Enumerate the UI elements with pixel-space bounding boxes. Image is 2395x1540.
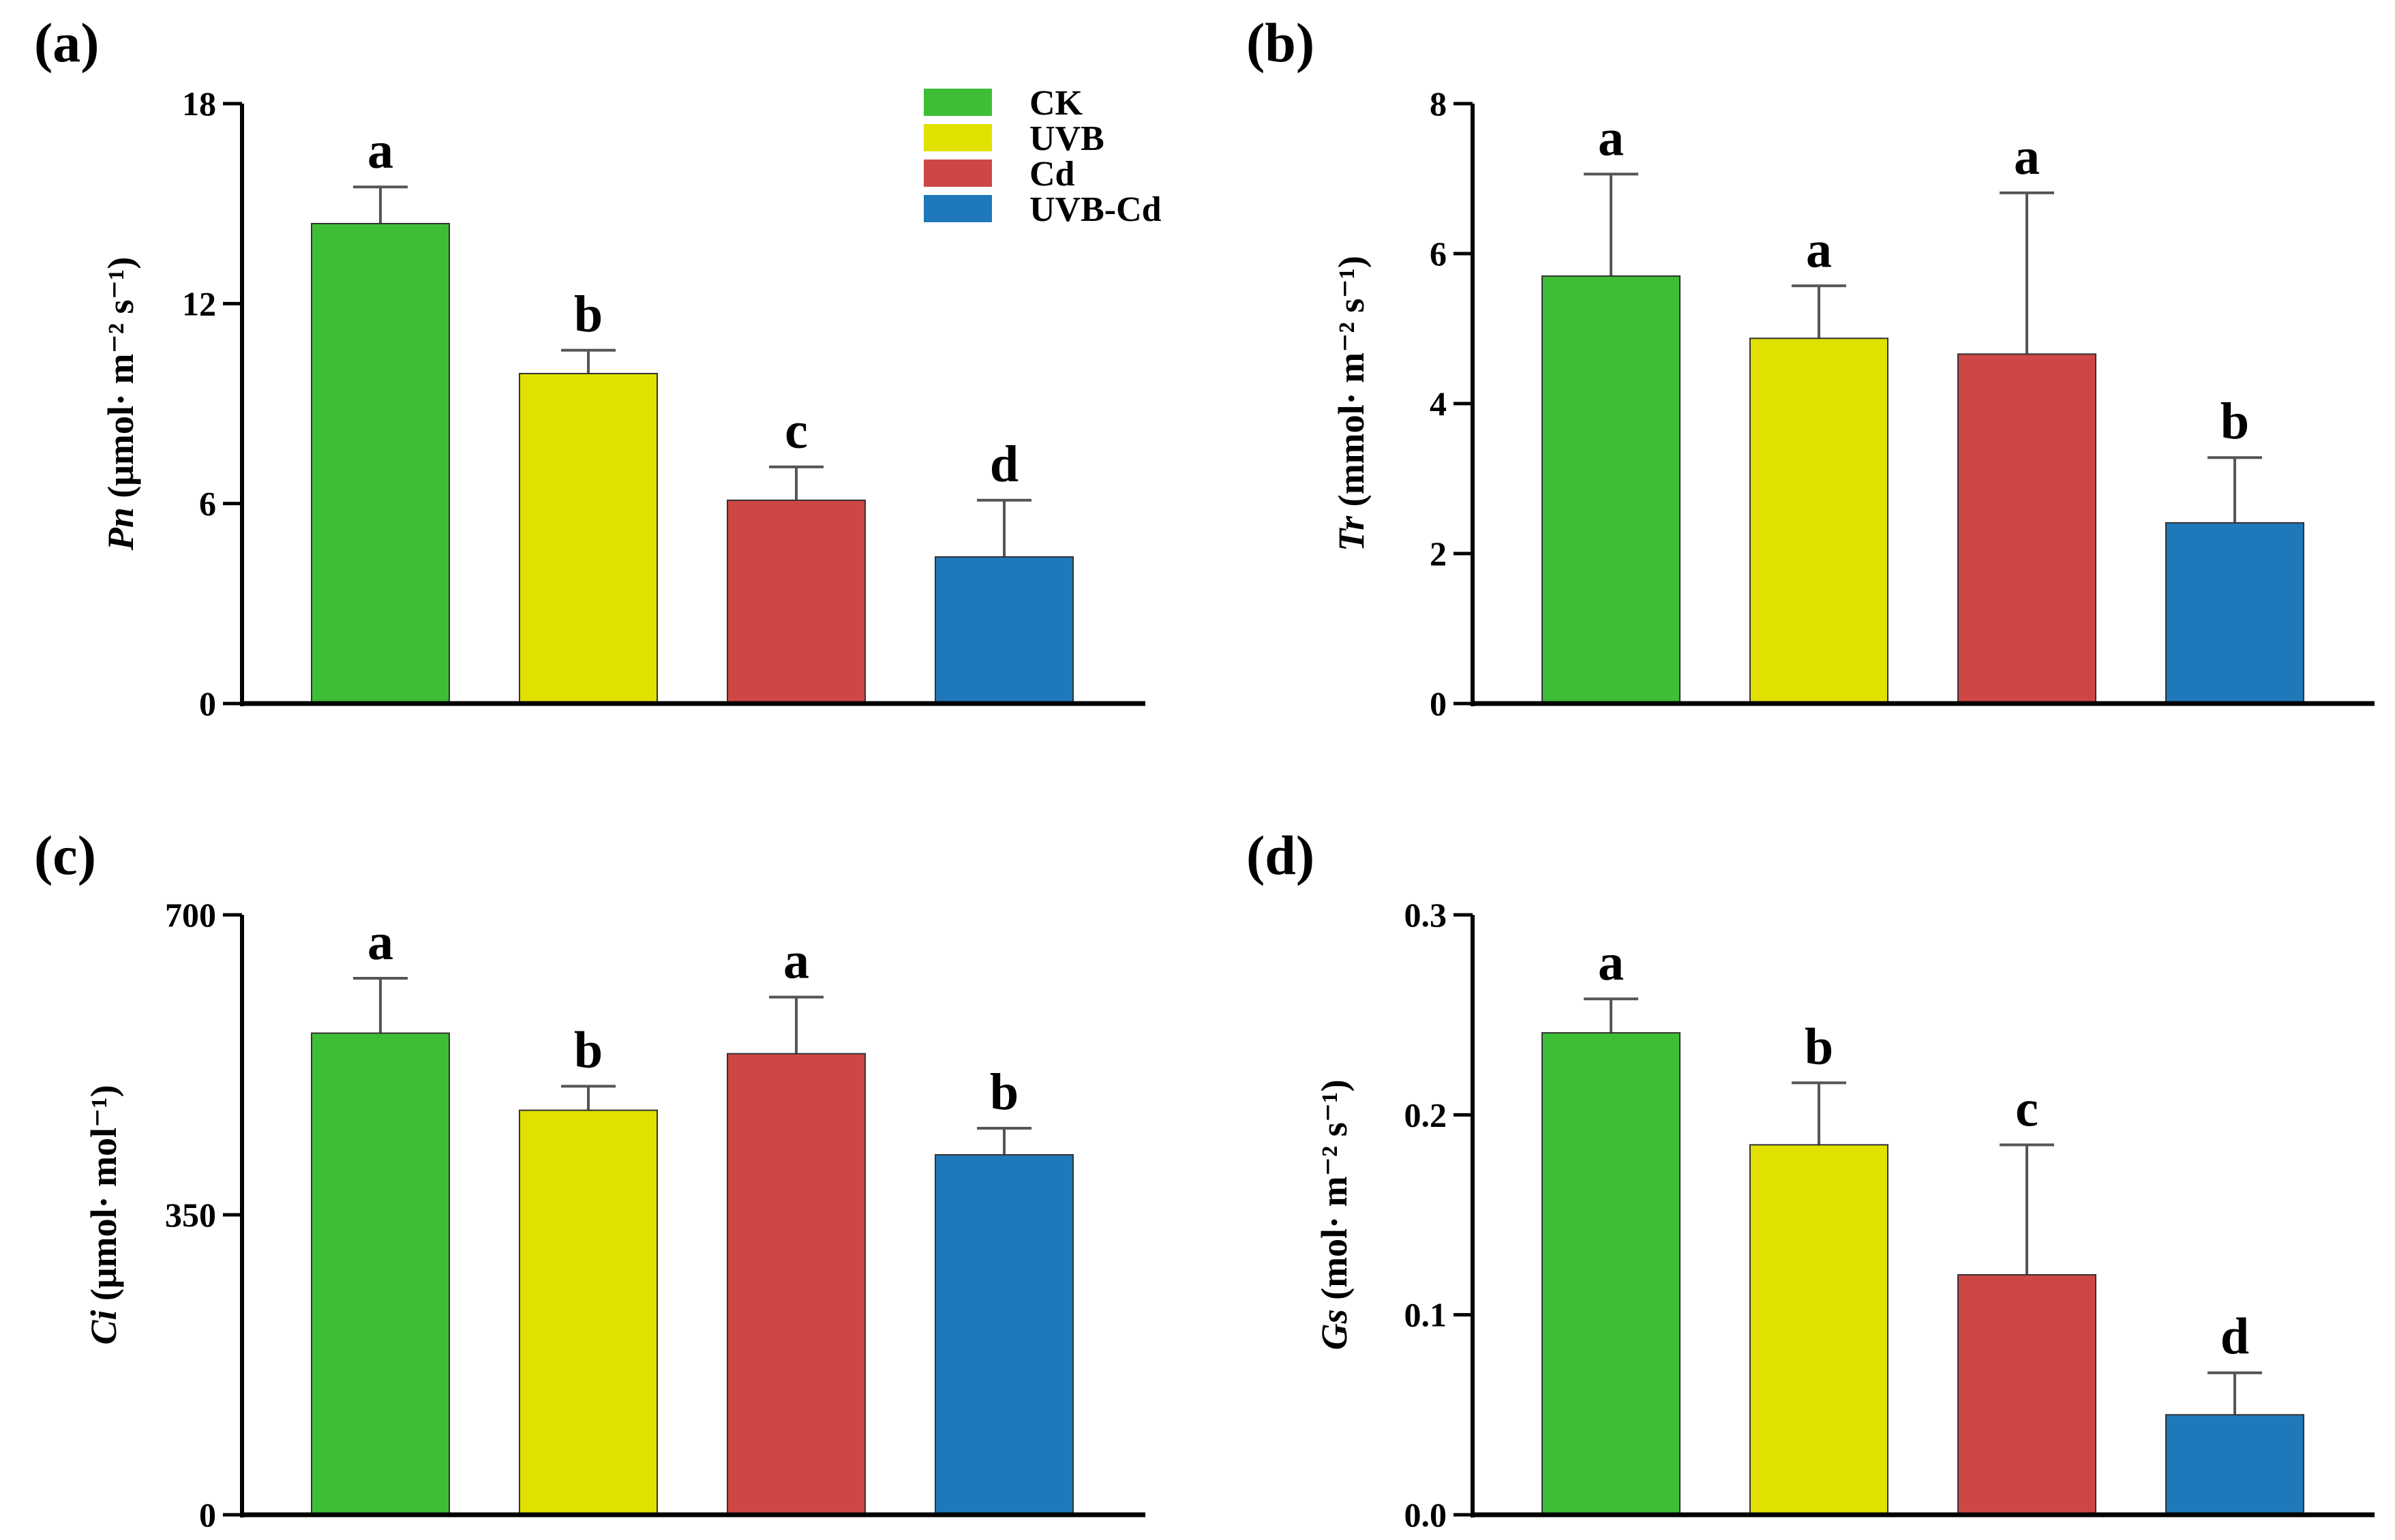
significance-label: d (2220, 1308, 2249, 1365)
bar-uvb (519, 1109, 658, 1515)
significance-label: b (2220, 393, 2249, 450)
bar-uvb (519, 373, 658, 704)
chart-panel-1: (a) a b c d 0 6 12 18 Pn (μmol· m⁻² s⁻¹) (34, 12, 1145, 723)
significance-label: b (574, 286, 603, 343)
y-axis-variable: Pn (100, 507, 141, 551)
bar-ck (1541, 275, 1681, 704)
chart-panel-3: (c) a b a b 0 350 700 Ci (μmol· mol⁻¹) (34, 824, 1145, 1534)
y-tick-label: 4 (1430, 384, 1447, 423)
bar-cd (727, 499, 866, 704)
y-axis-variable: Gs (1314, 1309, 1355, 1350)
bar-uvb-cd (2165, 522, 2304, 705)
significance-label: a (367, 914, 393, 971)
y-tick-label: 0.1 (1404, 1296, 1447, 1334)
y-axis-variable: Tr (1331, 515, 1372, 552)
legend-label-ck: CK (1029, 84, 1083, 123)
y-tick-label: 0 (199, 1496, 216, 1534)
y-tick-label: 700 (165, 896, 216, 934)
significance-label: c (785, 402, 808, 459)
y-tick-label: 6 (199, 485, 216, 523)
significance-label: c (2015, 1080, 2038, 1137)
y-axis-unit: (mol· m⁻² s⁻¹) (1314, 1080, 1355, 1310)
significance-label: a (1598, 934, 1624, 991)
chart-panel-2: (b) a a a b 0 2 4 6 8 Tr (mmol· m⁻² s⁻¹) (1246, 12, 2375, 723)
y-tick-label: 0 (1430, 684, 1447, 723)
y-axis-variable: Ci (83, 1310, 124, 1345)
significance-label: b (1805, 1018, 1833, 1075)
significance-label: a (367, 122, 393, 179)
bar-cd (727, 1053, 866, 1515)
legend-label-uvb: UVB (1029, 119, 1104, 158)
y-axis-unit: (μmol· mol⁻¹) (83, 1085, 124, 1310)
panels: (a) a b c d 0 6 12 18 Pn (μmol· m⁻² s⁻¹) (b) a a a b 0 2… (34, 12, 2375, 1534)
significance-label: d (990, 436, 1019, 493)
y-tick-label: 2 (1430, 534, 1447, 573)
panel-label: (d) (1246, 824, 1314, 886)
significance-label: a (783, 933, 809, 990)
bar-ck (311, 1032, 450, 1515)
bar-cd (1957, 353, 2096, 704)
y-tick-label: 18 (182, 85, 216, 123)
y-tick-label: 0.3 (1404, 896, 1447, 934)
y-tick-label: 0.2 (1404, 1096, 1447, 1134)
y-axis-title: Ci (μmol· mol⁻¹) (83, 1085, 124, 1344)
significance-label: a (2014, 128, 2040, 185)
legend-label-uvb-cd: UVB-Cd (1029, 190, 1162, 229)
bar-uvb-cd (935, 1154, 1074, 1515)
bar-cd (1957, 1274, 2096, 1515)
legend-swatch-cd (924, 160, 992, 187)
panel-label: (c) (34, 824, 96, 886)
bar-ck (1541, 1032, 1681, 1515)
significance-label: a (1806, 221, 1832, 278)
chart-panel-4: (d) a b c d 0.0 0.1 0.2 0.3 Gs (mol· m⁻² s⁻¹) (1246, 824, 2375, 1534)
y-tick-label: 0 (199, 684, 216, 723)
legend-swatch-uvb-cd (924, 195, 992, 222)
y-tick-label: 6 (1430, 235, 1447, 273)
panel-label: (a) (34, 12, 100, 74)
y-tick-label: 8 (1430, 85, 1447, 123)
y-axis-unit: (mmol· m⁻² s⁻¹) (1331, 256, 1372, 516)
y-axis-title: Gs (mol· m⁻² s⁻¹) (1314, 1080, 1355, 1350)
legend-swatch-ck (924, 89, 992, 116)
legend-swatch-uvb (924, 124, 992, 151)
bar-uvb (1749, 1144, 1888, 1516)
bar-uvb-cd (935, 556, 1074, 705)
bar-uvb (1749, 337, 1888, 704)
panel-label: (b) (1246, 12, 1314, 74)
y-axis-title: Tr (mmol· m⁻² s⁻¹) (1331, 256, 1372, 552)
y-tick-label: 12 (182, 284, 216, 322)
significance-label: b (574, 1021, 603, 1078)
legend-label-cd: Cd (1029, 155, 1075, 194)
bar-uvb-cd (2165, 1414, 2304, 1515)
bar-ck (311, 223, 450, 704)
y-tick-label: 0.0 (1404, 1496, 1447, 1534)
significance-label: b (990, 1063, 1019, 1121)
significance-label: a (1598, 109, 1624, 166)
y-axis-title: Pn (μmol· m⁻² s⁻¹) (100, 257, 141, 551)
y-tick-label: 350 (165, 1196, 216, 1234)
y-axis-unit: (μmol· m⁻² s⁻¹) (100, 257, 141, 507)
